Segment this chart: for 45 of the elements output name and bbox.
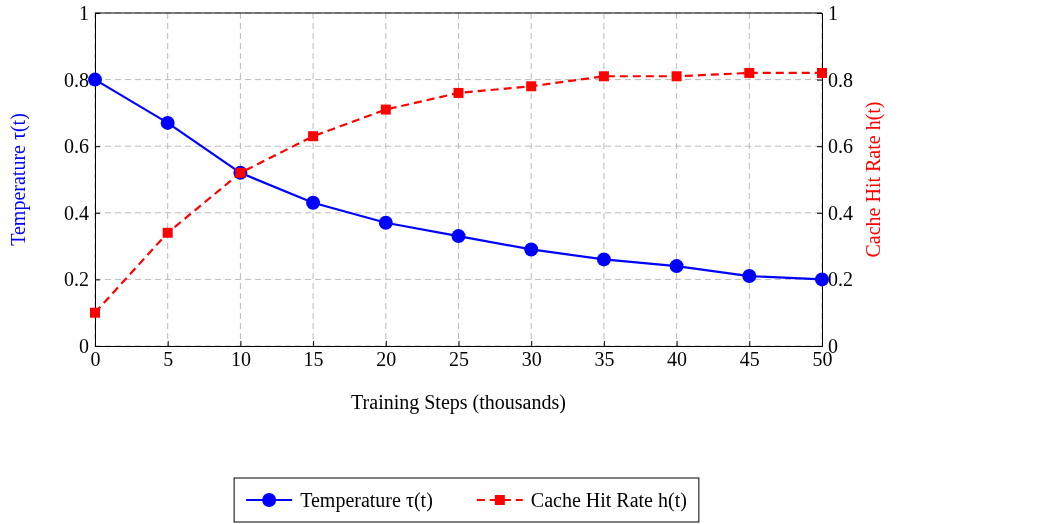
y-tick-label: 0.4 (64, 201, 89, 224)
x-tick-label: 45 (739, 348, 760, 371)
legend-label: Temperature τ(t) (300, 489, 433, 512)
point (453, 87, 464, 98)
point (90, 307, 100, 318)
point (526, 81, 537, 92)
point (308, 131, 319, 142)
point (162, 227, 173, 238)
y2-tick-label: 1 (828, 1, 838, 24)
y2-tick-label: 0.4 (828, 201, 853, 224)
y2-tick-label: 0.8 (828, 68, 853, 91)
x-tick-label: 25 (449, 348, 469, 371)
point (744, 67, 755, 78)
point (451, 229, 466, 244)
legend-label: Cache Hit Rate h(t) (530, 489, 687, 512)
point (524, 242, 539, 257)
y-tick-label: 1 (79, 1, 89, 24)
x-tick-label: 30 (521, 348, 542, 371)
y-tick-label: 0.6 (64, 135, 89, 158)
y2-tick-label: 0.2 (828, 268, 853, 291)
y-tick-label: 0.2 (64, 268, 89, 291)
y-axis-title: Temperature τ(t) (7, 113, 30, 246)
x-tick-label: 5 (163, 348, 174, 371)
x-tick-label: 40 (667, 348, 688, 371)
x-tick-label: 20 (376, 348, 397, 371)
y-tick-label: 0 (79, 334, 89, 357)
point (378, 215, 393, 230)
x-axis-title: Training Steps (thousands) (351, 391, 566, 414)
y2-axis-title: Cache Hit Rate h(t) (862, 101, 885, 258)
point (306, 195, 321, 210)
y-tick-label: 0.8 (64, 68, 89, 91)
point (88, 72, 102, 87)
point (742, 269, 757, 284)
x-tick-label: 35 (594, 348, 615, 371)
y2-tick-label: 0.6 (828, 135, 853, 158)
point (671, 71, 682, 82)
point (598, 71, 609, 82)
x-tick-label: 15 (303, 348, 324, 371)
point (815, 272, 829, 287)
point (160, 115, 175, 130)
point (817, 67, 827, 78)
point (596, 252, 611, 267)
point (669, 259, 684, 274)
x-tick-label: 10 (230, 348, 251, 371)
point (380, 104, 391, 115)
